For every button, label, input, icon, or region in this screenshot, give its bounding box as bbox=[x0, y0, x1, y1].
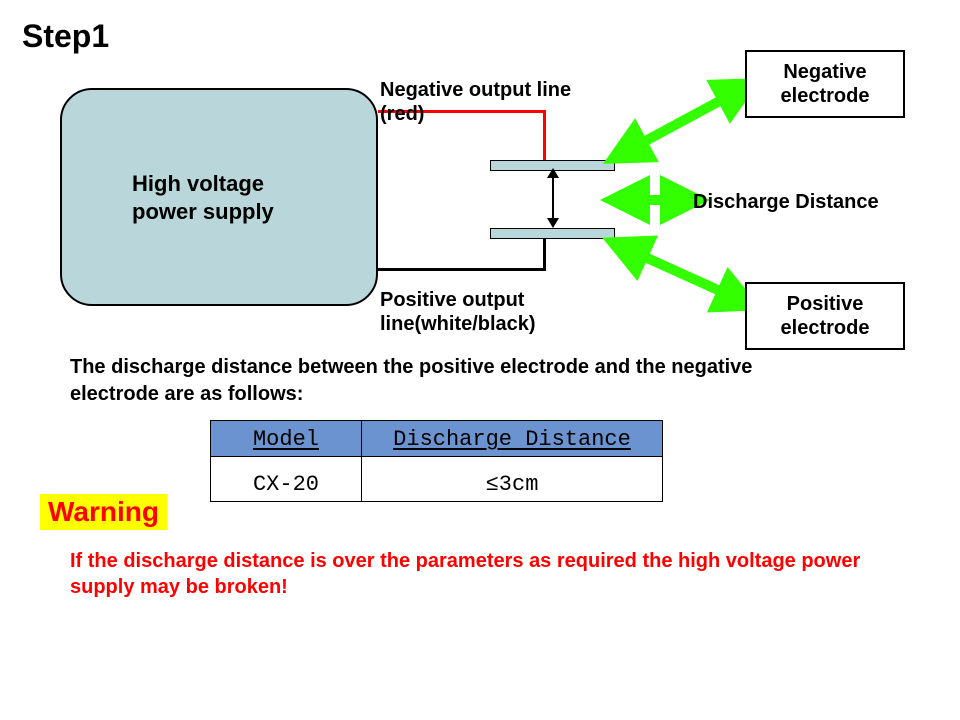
warning-tag: Warning bbox=[40, 494, 167, 530]
table-header-model: Model bbox=[211, 421, 362, 457]
warning-text: If the discharge distance is over the pa… bbox=[70, 548, 890, 600]
positive-line-label: Positive output line(white/black) bbox=[380, 288, 620, 336]
table-row: CX-20 ≤3cm bbox=[211, 457, 663, 502]
discharge-distance-label: Discharge Distance bbox=[693, 190, 923, 214]
positive-electrode-box: Positive electrode bbox=[745, 282, 905, 350]
power-supply-label: High voltage power supply bbox=[132, 170, 332, 225]
negative-line-label: Negative output line (red) bbox=[380, 78, 620, 126]
distance-table: Model Discharge Distance CX-20 ≤3cm bbox=[210, 420, 663, 502]
power-supply-box: High voltage power supply bbox=[60, 88, 378, 306]
table-cell-distance: ≤3cm bbox=[362, 457, 663, 502]
discharge-distance-arrow-icon bbox=[540, 168, 570, 232]
table-cell-model: CX-20 bbox=[211, 457, 362, 502]
table-header-distance: Discharge Distance bbox=[362, 421, 663, 457]
wire-positive-horizontal bbox=[378, 268, 546, 271]
negative-electrode-box: Negative electrode bbox=[745, 50, 905, 118]
table-header-row: Model Discharge Distance bbox=[211, 421, 663, 457]
description-text: The discharge distance between the posit… bbox=[70, 354, 830, 408]
step-title: Step1 bbox=[22, 18, 109, 55]
